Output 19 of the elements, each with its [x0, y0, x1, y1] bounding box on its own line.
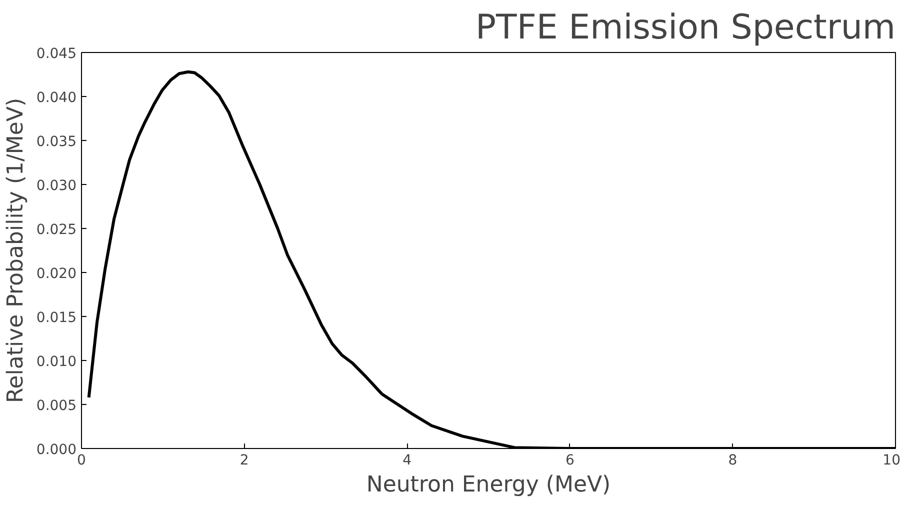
x-tick-label: 4 [402, 452, 412, 468]
y-axis-title: Relative Probability (1/MeV) [3, 98, 28, 404]
y-tick-label: 0.010 [36, 354, 77, 370]
y-tick-label: 0.025 [36, 222, 77, 238]
y-tick-label: 0.000 [36, 442, 77, 458]
y-tick-label: 0.045 [36, 46, 77, 62]
x-axis-title: Neutron Energy (MeV) [366, 472, 611, 498]
y-tick-label: 0.040 [36, 90, 77, 106]
x-tick-label: 10 [882, 452, 901, 468]
y-tick-label: 0.035 [36, 134, 77, 150]
y-tick-label: 0.020 [36, 266, 77, 282]
y-tick-label: 0.030 [36, 178, 77, 194]
x-tick-label: 6 [565, 452, 574, 468]
y-tick-label: 0.005 [36, 398, 77, 414]
x-tick-label: 0 [77, 452, 86, 468]
x-tick-label: 8 [728, 452, 738, 468]
x-tick-label: 2 [240, 452, 249, 468]
chart-title: PTFE Emission Spectrum [476, 8, 896, 48]
y-tick-label: 0.015 [36, 310, 77, 326]
